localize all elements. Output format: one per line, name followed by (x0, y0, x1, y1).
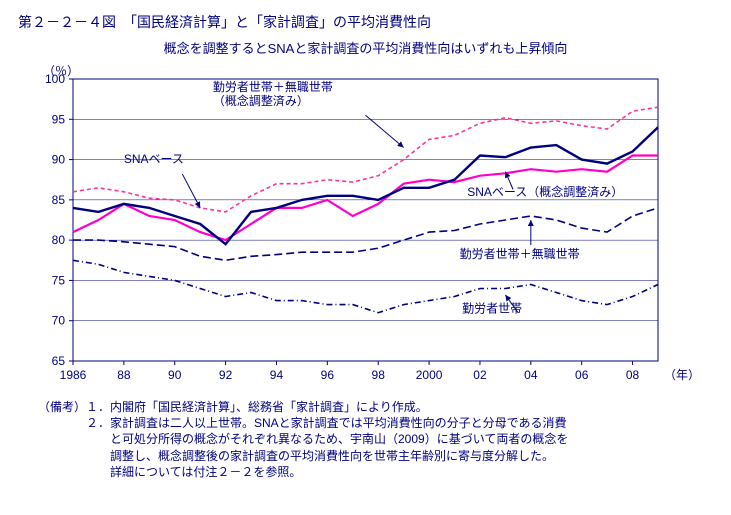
line-chart: 65707580859095100（％）19868890929496982000… (18, 61, 698, 391)
svg-text:02: 02 (473, 368, 487, 382)
svg-text:90: 90 (52, 153, 66, 167)
svg-text:1986: 1986 (60, 368, 87, 382)
series-label: 勤労者世帯 (462, 302, 522, 316)
svg-text:94: 94 (270, 368, 284, 382)
svg-text:95: 95 (52, 112, 66, 126)
series-label: （概念調整済み） (213, 93, 309, 108)
svg-text:04: 04 (524, 368, 538, 382)
chart-area: 65707580859095100（％）19868890929496982000… (18, 61, 698, 391)
svg-text:（％）: （％） (43, 64, 79, 78)
series-label: SNAベース (124, 152, 184, 166)
svg-text:（年）: （年） (664, 368, 698, 382)
figure-title: 第２－２－４図 「国民経済計算」と「家計調査」の平均消費性向 (18, 12, 713, 32)
svg-text:98: 98 (372, 368, 386, 382)
svg-text:70: 70 (52, 314, 66, 328)
footnotes: （備考）１．内閣府「国民経済計算」、総務省「家計調査」により作成。 ２．家計調査… (38, 399, 713, 480)
svg-text:88: 88 (117, 368, 131, 382)
svg-text:96: 96 (321, 368, 335, 382)
svg-text:85: 85 (52, 193, 66, 207)
figure-subtitle: 概念を調整するとSNAと家計調査の平均消費性向はいずれも上昇傾向 (18, 38, 713, 57)
series-label: 勤労者世帯＋無職世帯 (460, 246, 580, 261)
svg-text:90: 90 (168, 368, 182, 382)
svg-text:65: 65 (52, 354, 66, 368)
series-label: 勤労者世帯＋無職世帯 (213, 79, 333, 94)
svg-text:92: 92 (219, 368, 233, 382)
series-label: SNAベース（概念調整済み） (467, 184, 623, 199)
svg-text:08: 08 (626, 368, 640, 382)
svg-text:06: 06 (575, 368, 589, 382)
svg-text:80: 80 (52, 233, 66, 247)
svg-text:2000: 2000 (416, 368, 443, 382)
svg-text:75: 75 (52, 273, 66, 287)
series-line (73, 260, 658, 312)
